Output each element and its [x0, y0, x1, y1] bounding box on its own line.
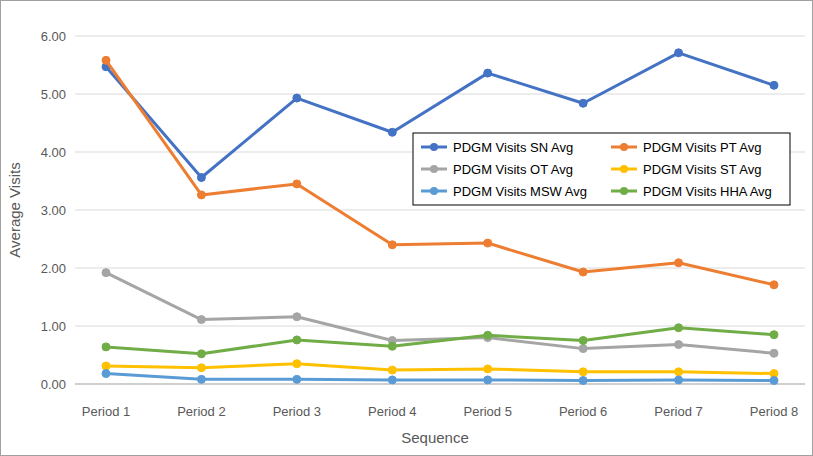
x-tick-label: Period 7	[654, 404, 702, 419]
x-tick-label: Period 4	[368, 404, 416, 419]
x-tick-label: Period 8	[750, 404, 798, 419]
series-marker	[675, 324, 683, 332]
grid-line	[75, 384, 805, 385]
series-marker	[579, 99, 587, 107]
legend-marker	[430, 187, 438, 195]
series-marker	[675, 341, 683, 349]
y-tick-label: 2.00	[41, 261, 66, 276]
series-marker	[102, 343, 110, 351]
series-marker	[388, 241, 396, 249]
series-marker	[293, 94, 301, 102]
series-marker	[579, 377, 587, 385]
x-tick-label: Period 2	[177, 404, 225, 419]
legend-marker	[620, 165, 628, 173]
chart: 0.00 1.00 2.00 3.00 4.00 5.00 6.00 Period 1 Peri…	[0, 0, 813, 456]
legend-marker	[430, 165, 438, 173]
legend: PDGM Visits SN Avg PDGM Visits PT Avg PDGM…	[413, 133, 790, 205]
x-tick-label: Period 1	[82, 404, 130, 419]
series-marker	[675, 376, 683, 384]
series-marker	[197, 174, 205, 182]
series-marker	[197, 316, 205, 324]
legend-label: PDGM Visits OT Avg	[453, 162, 573, 177]
series-marker	[579, 345, 587, 353]
series-marker	[770, 331, 778, 339]
legend-label: PDGM Visits ST Avg	[643, 162, 762, 177]
series-marker	[484, 331, 492, 339]
series-marker	[484, 365, 492, 373]
legend-label: PDGM Visits SN Avg	[453, 140, 573, 155]
series-marker	[675, 368, 683, 376]
legend-label: PDGM Visits PT Avg	[643, 140, 762, 155]
x-tick-label: Period 6	[559, 404, 607, 419]
series-marker	[484, 376, 492, 384]
chart-container: 0.00 1.00 2.00 3.00 4.00 5.00 6.00 Period 1 Peri…	[0, 0, 813, 456]
series-marker	[770, 349, 778, 357]
series-marker	[675, 49, 683, 57]
series-marker	[102, 269, 110, 277]
legend-label: PDGM Visits MSW Avg	[453, 184, 587, 199]
grid-line	[75, 326, 805, 327]
grid-line	[75, 210, 805, 211]
series-marker	[293, 360, 301, 368]
y-tick-label: 5.00	[41, 87, 66, 102]
series-line	[106, 364, 774, 374]
series-marker	[388, 366, 396, 374]
series-marker	[388, 342, 396, 350]
plot-area	[102, 49, 778, 385]
y-tick-label: 3.00	[41, 203, 66, 218]
series-marker	[770, 281, 778, 289]
y-axis-title: Average Visits	[6, 162, 23, 257]
series-marker	[579, 368, 587, 376]
series-marker	[197, 364, 205, 372]
series-marker	[579, 337, 587, 345]
y-tick-label: 1.00	[41, 319, 66, 334]
series-marker	[197, 375, 205, 383]
series-marker	[770, 81, 778, 89]
series-marker	[293, 336, 301, 344]
grid-line	[75, 36, 805, 37]
series-marker	[197, 350, 205, 358]
series-marker	[770, 377, 778, 385]
y-tick-label: 4.00	[41, 145, 66, 160]
series-line	[106, 273, 774, 354]
x-axis-line	[75, 384, 805, 385]
x-axis-title: Sequence	[401, 429, 469, 446]
series-line	[106, 374, 774, 381]
grid-line	[75, 94, 805, 95]
series-marker	[102, 56, 110, 64]
x-tick-label: Period 3	[273, 404, 321, 419]
series-marker	[675, 259, 683, 267]
legend-marker	[430, 143, 438, 151]
y-tick-label: 0.00	[41, 377, 66, 392]
legend-marker	[620, 143, 628, 151]
chart-border	[1, 1, 813, 456]
series-marker	[579, 268, 587, 276]
series-marker	[484, 239, 492, 247]
series-marker	[197, 191, 205, 199]
series-marker	[388, 128, 396, 136]
series-marker	[102, 362, 110, 370]
series-marker	[388, 376, 396, 384]
series-marker	[293, 180, 301, 188]
series-marker	[484, 69, 492, 77]
series-marker	[102, 370, 110, 378]
legend-marker	[620, 187, 628, 195]
legend-label: PDGM Visits HHA Avg	[643, 184, 772, 199]
x-tick-label: Period 5	[464, 404, 512, 419]
y-tick-label: 6.00	[41, 29, 66, 44]
legend-box	[413, 133, 790, 205]
series-line	[106, 328, 774, 354]
series-marker	[293, 313, 301, 321]
series-marker	[293, 375, 301, 383]
